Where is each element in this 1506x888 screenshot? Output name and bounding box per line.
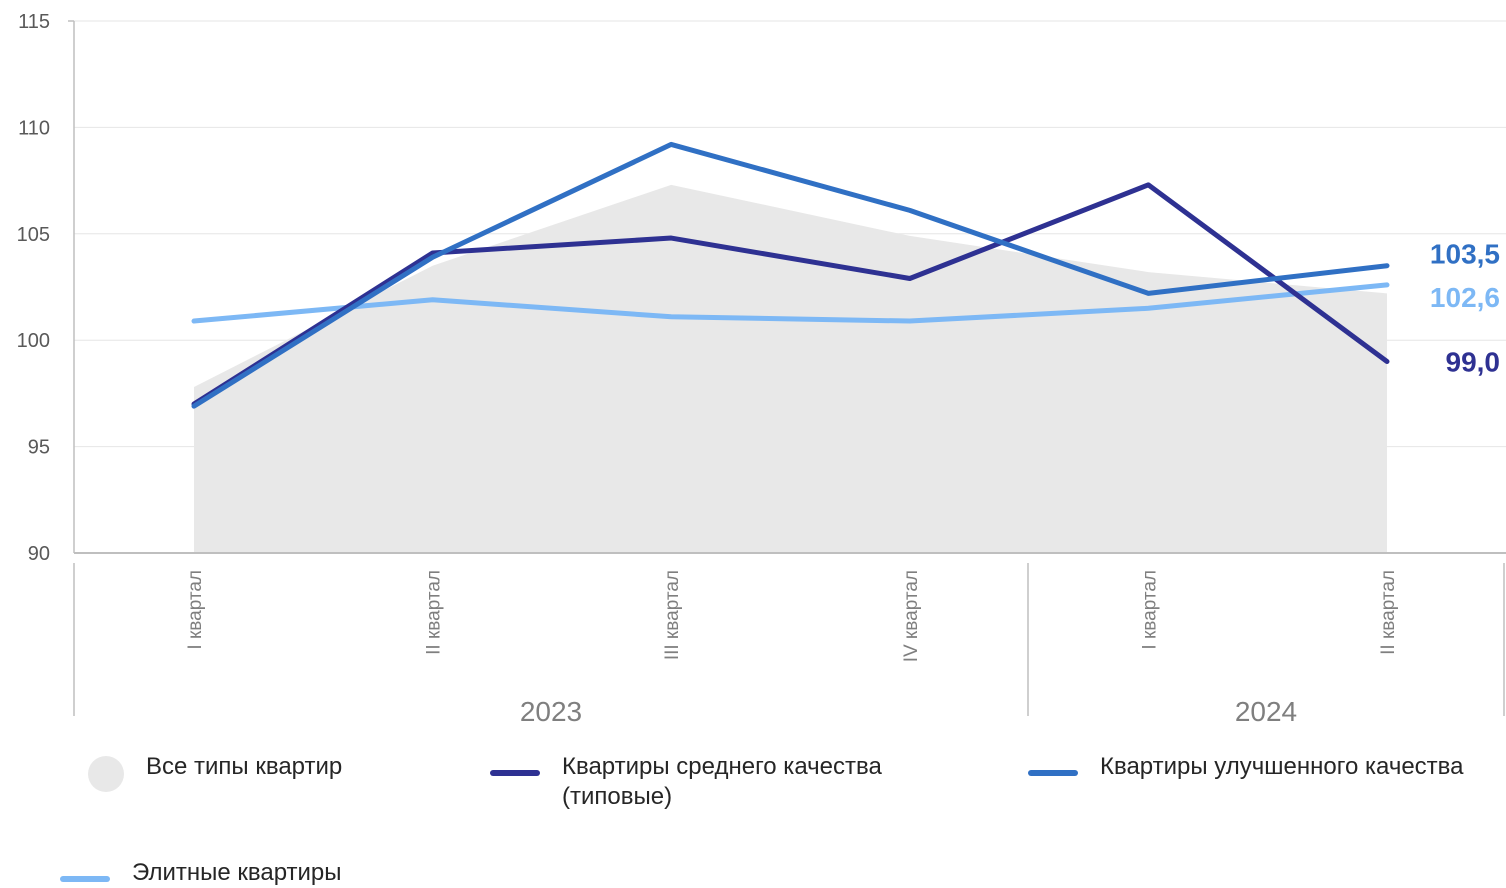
line-improved bbox=[191, 141, 1390, 409]
end-labels: 99,0 103,5 102,6 bbox=[1430, 239, 1500, 378]
legend-item-elite: Элитные квартиры bbox=[60, 858, 342, 888]
y-tick-label-115: 115 bbox=[18, 11, 50, 33]
legend-label-elite: Элитные квартиры bbox=[132, 859, 342, 886]
y-tick-label-100: 100 bbox=[17, 330, 50, 352]
line-standard bbox=[191, 182, 1390, 407]
area-all-types bbox=[194, 184, 1387, 553]
group-label-2023: 2023 bbox=[520, 696, 582, 727]
legend-swatch-all-types bbox=[88, 756, 124, 792]
end-label-line-standard: 99,0 bbox=[1446, 346, 1501, 377]
group-label-2024: 2024 bbox=[1235, 696, 1297, 727]
legend-label-improved: Квартиры улучшенного качества bbox=[1100, 753, 1464, 780]
y-tick-label-95: 95 bbox=[28, 437, 50, 459]
line-series bbox=[191, 141, 1390, 409]
x-tick-label-4: I квартал bbox=[1139, 570, 1160, 650]
legend: Все типы квартир Квартиры среднего качес… bbox=[60, 752, 1506, 887]
legend-swatch-elite bbox=[60, 876, 110, 882]
y-tick-label-90: 90 bbox=[28, 543, 50, 565]
x-tick-label-2: III квартал bbox=[662, 570, 683, 660]
end-label-line-improved: 103,5 bbox=[1430, 239, 1500, 270]
x-tick-label-3: IV квартал bbox=[901, 570, 922, 662]
end-label-line-elite: 102,6 bbox=[1430, 282, 1500, 313]
legend-item-improved: Квартиры улучшенного качества bbox=[1028, 752, 1464, 782]
line-elite bbox=[191, 282, 1390, 324]
line-chart: 90 95 100 105 110 115 I квартал II квартал III к… bbox=[17, 11, 1506, 727]
legend-item-standard: Квартиры среднего качества (типовые) bbox=[490, 752, 882, 812]
axes: 90 95 100 105 110 115 I квартал II квартал III к… bbox=[17, 11, 1506, 727]
x-tick-label-5: II квартал bbox=[1378, 570, 1399, 655]
legend-item-all-types: Все типы квартир bbox=[74, 752, 342, 792]
area-series bbox=[194, 184, 1387, 553]
y-tick-label-110: 110 bbox=[18, 117, 50, 139]
x-tick-label-1: II квартал bbox=[424, 570, 445, 655]
legend-label-all-types: Все типы квартир bbox=[146, 753, 343, 780]
x-tick-label-0: I квартал bbox=[185, 570, 206, 650]
legend-label-standard: Квартиры среднего качества (типовые) bbox=[562, 753, 882, 810]
legend-swatch-standard bbox=[490, 770, 540, 776]
legend-swatch-improved bbox=[1028, 770, 1078, 776]
y-tick-label-105: 105 bbox=[17, 224, 50, 246]
